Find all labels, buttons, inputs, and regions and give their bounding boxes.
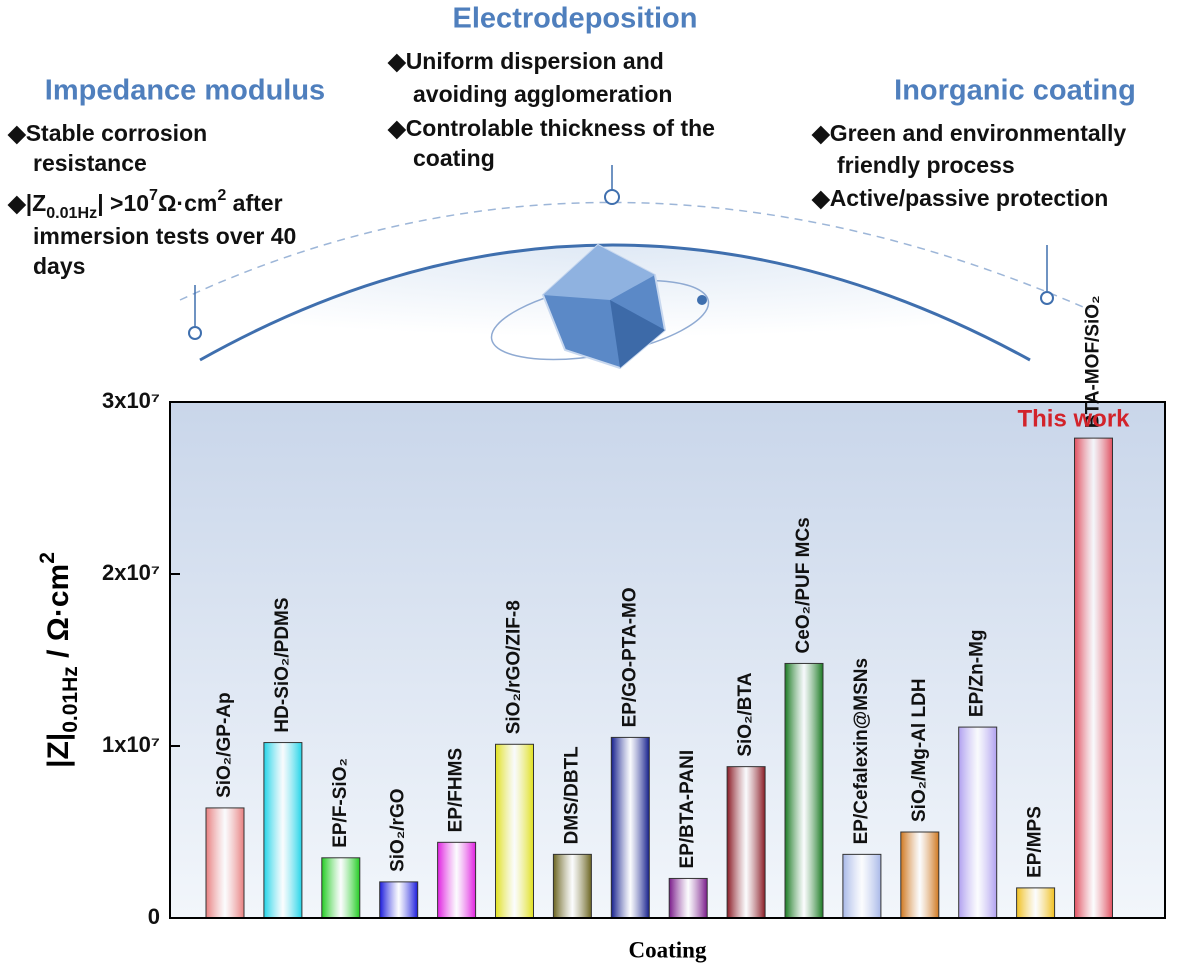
text-part: after [226, 190, 282, 216]
y-tick-label: 2x10⁷ [102, 560, 160, 585]
text-part: / Ω·cm [42, 564, 75, 666]
bullet-line: ◆Green and environmentally [811, 120, 1126, 146]
bar [900, 831, 940, 919]
bullet-line: ◆Stable corrosion [7, 120, 207, 146]
panel-title: Inorganic coating [894, 75, 1136, 107]
text-part: Ω·cm [158, 190, 217, 216]
category-label: SiO₂/rGO [388, 788, 409, 871]
y-tick-label: 1x10⁷ [102, 732, 160, 757]
y-tick-label: 3x10⁷ [102, 388, 160, 413]
bar [842, 853, 882, 919]
category-label: CeO₂/PUF MCs [793, 517, 814, 653]
category-label: EP/FHMS [446, 748, 467, 832]
bar [784, 662, 824, 919]
superscript: 2 [217, 186, 226, 204]
text-part: |Z| [42, 733, 75, 768]
category-label: SiO₂/GP-Ap [214, 692, 235, 798]
category-label: EP/BTA-PANI [677, 750, 698, 869]
bullet-line: immersion tests over 40 [33, 223, 296, 249]
panel-title: Electrodeposition [453, 3, 698, 35]
category-label: DMS/DBTL [561, 746, 582, 845]
y-axis-label: |Z|0.01Hz / Ω·cm2 [36, 552, 82, 768]
bar [668, 877, 708, 919]
category-label: HD-SiO₂/PDMS [272, 597, 293, 732]
bar [1016, 887, 1056, 919]
bar [726, 766, 766, 919]
category-label: SiO₂/rGO/ZIF-8 [504, 600, 525, 734]
bar [379, 881, 419, 919]
bar [321, 857, 361, 919]
panel-title: Impedance modulus [45, 75, 325, 107]
superscript: 2 [36, 552, 59, 564]
bullet-line: ◆|Z0.01Hz| >107Ω·cm2 after [7, 186, 283, 222]
bar [610, 736, 650, 919]
annotation: This work [1017, 405, 1130, 432]
bullet-line: days [33, 253, 85, 279]
bar [958, 726, 998, 919]
category-label: SiO₂/BTA [735, 672, 756, 756]
text-part: | >10 [97, 190, 149, 216]
bar [263, 742, 303, 919]
category-label: EP/F-SiO₂ [330, 758, 351, 848]
category-label: BTA-MOF/SiO₂ [1083, 295, 1104, 428]
bullet-line: resistance [33, 150, 147, 176]
superscript: 7 [149, 186, 158, 204]
bar [205, 807, 245, 919]
bar [552, 853, 592, 919]
x-axis-label: Coating [629, 937, 707, 962]
category-label: EP/GO-PTA-MO [619, 587, 640, 727]
bullet-line: ◆Uniform dispersion and [387, 48, 664, 74]
category-label: EP/Zn-Mg [967, 629, 988, 717]
subscript: 0.01Hz [59, 666, 82, 733]
bar [1074, 437, 1113, 919]
bullet-line: friendly process [837, 152, 1015, 178]
bullet-line: ◆Active/passive protection [811, 185, 1108, 211]
bar [437, 841, 477, 919]
category-label: SiO₂/Mg-Al LDH [909, 678, 930, 822]
y-tick-label: 0 [148, 904, 160, 929]
bullet-line: coating [413, 145, 495, 171]
category-label: EP/Cefalexin@MSNs [851, 658, 872, 844]
text-part: ◆|Z [7, 190, 46, 216]
subscript: 0.01Hz [46, 204, 97, 222]
bullet-line: avoiding agglomeration [413, 81, 672, 107]
bullet-line: ◆Controlable thickness of the [387, 115, 715, 141]
decoration [170, 165, 1165, 918]
bar [495, 743, 534, 919]
category-label: EP/MPS [1025, 806, 1046, 878]
plot-frame [169, 401, 1166, 919]
